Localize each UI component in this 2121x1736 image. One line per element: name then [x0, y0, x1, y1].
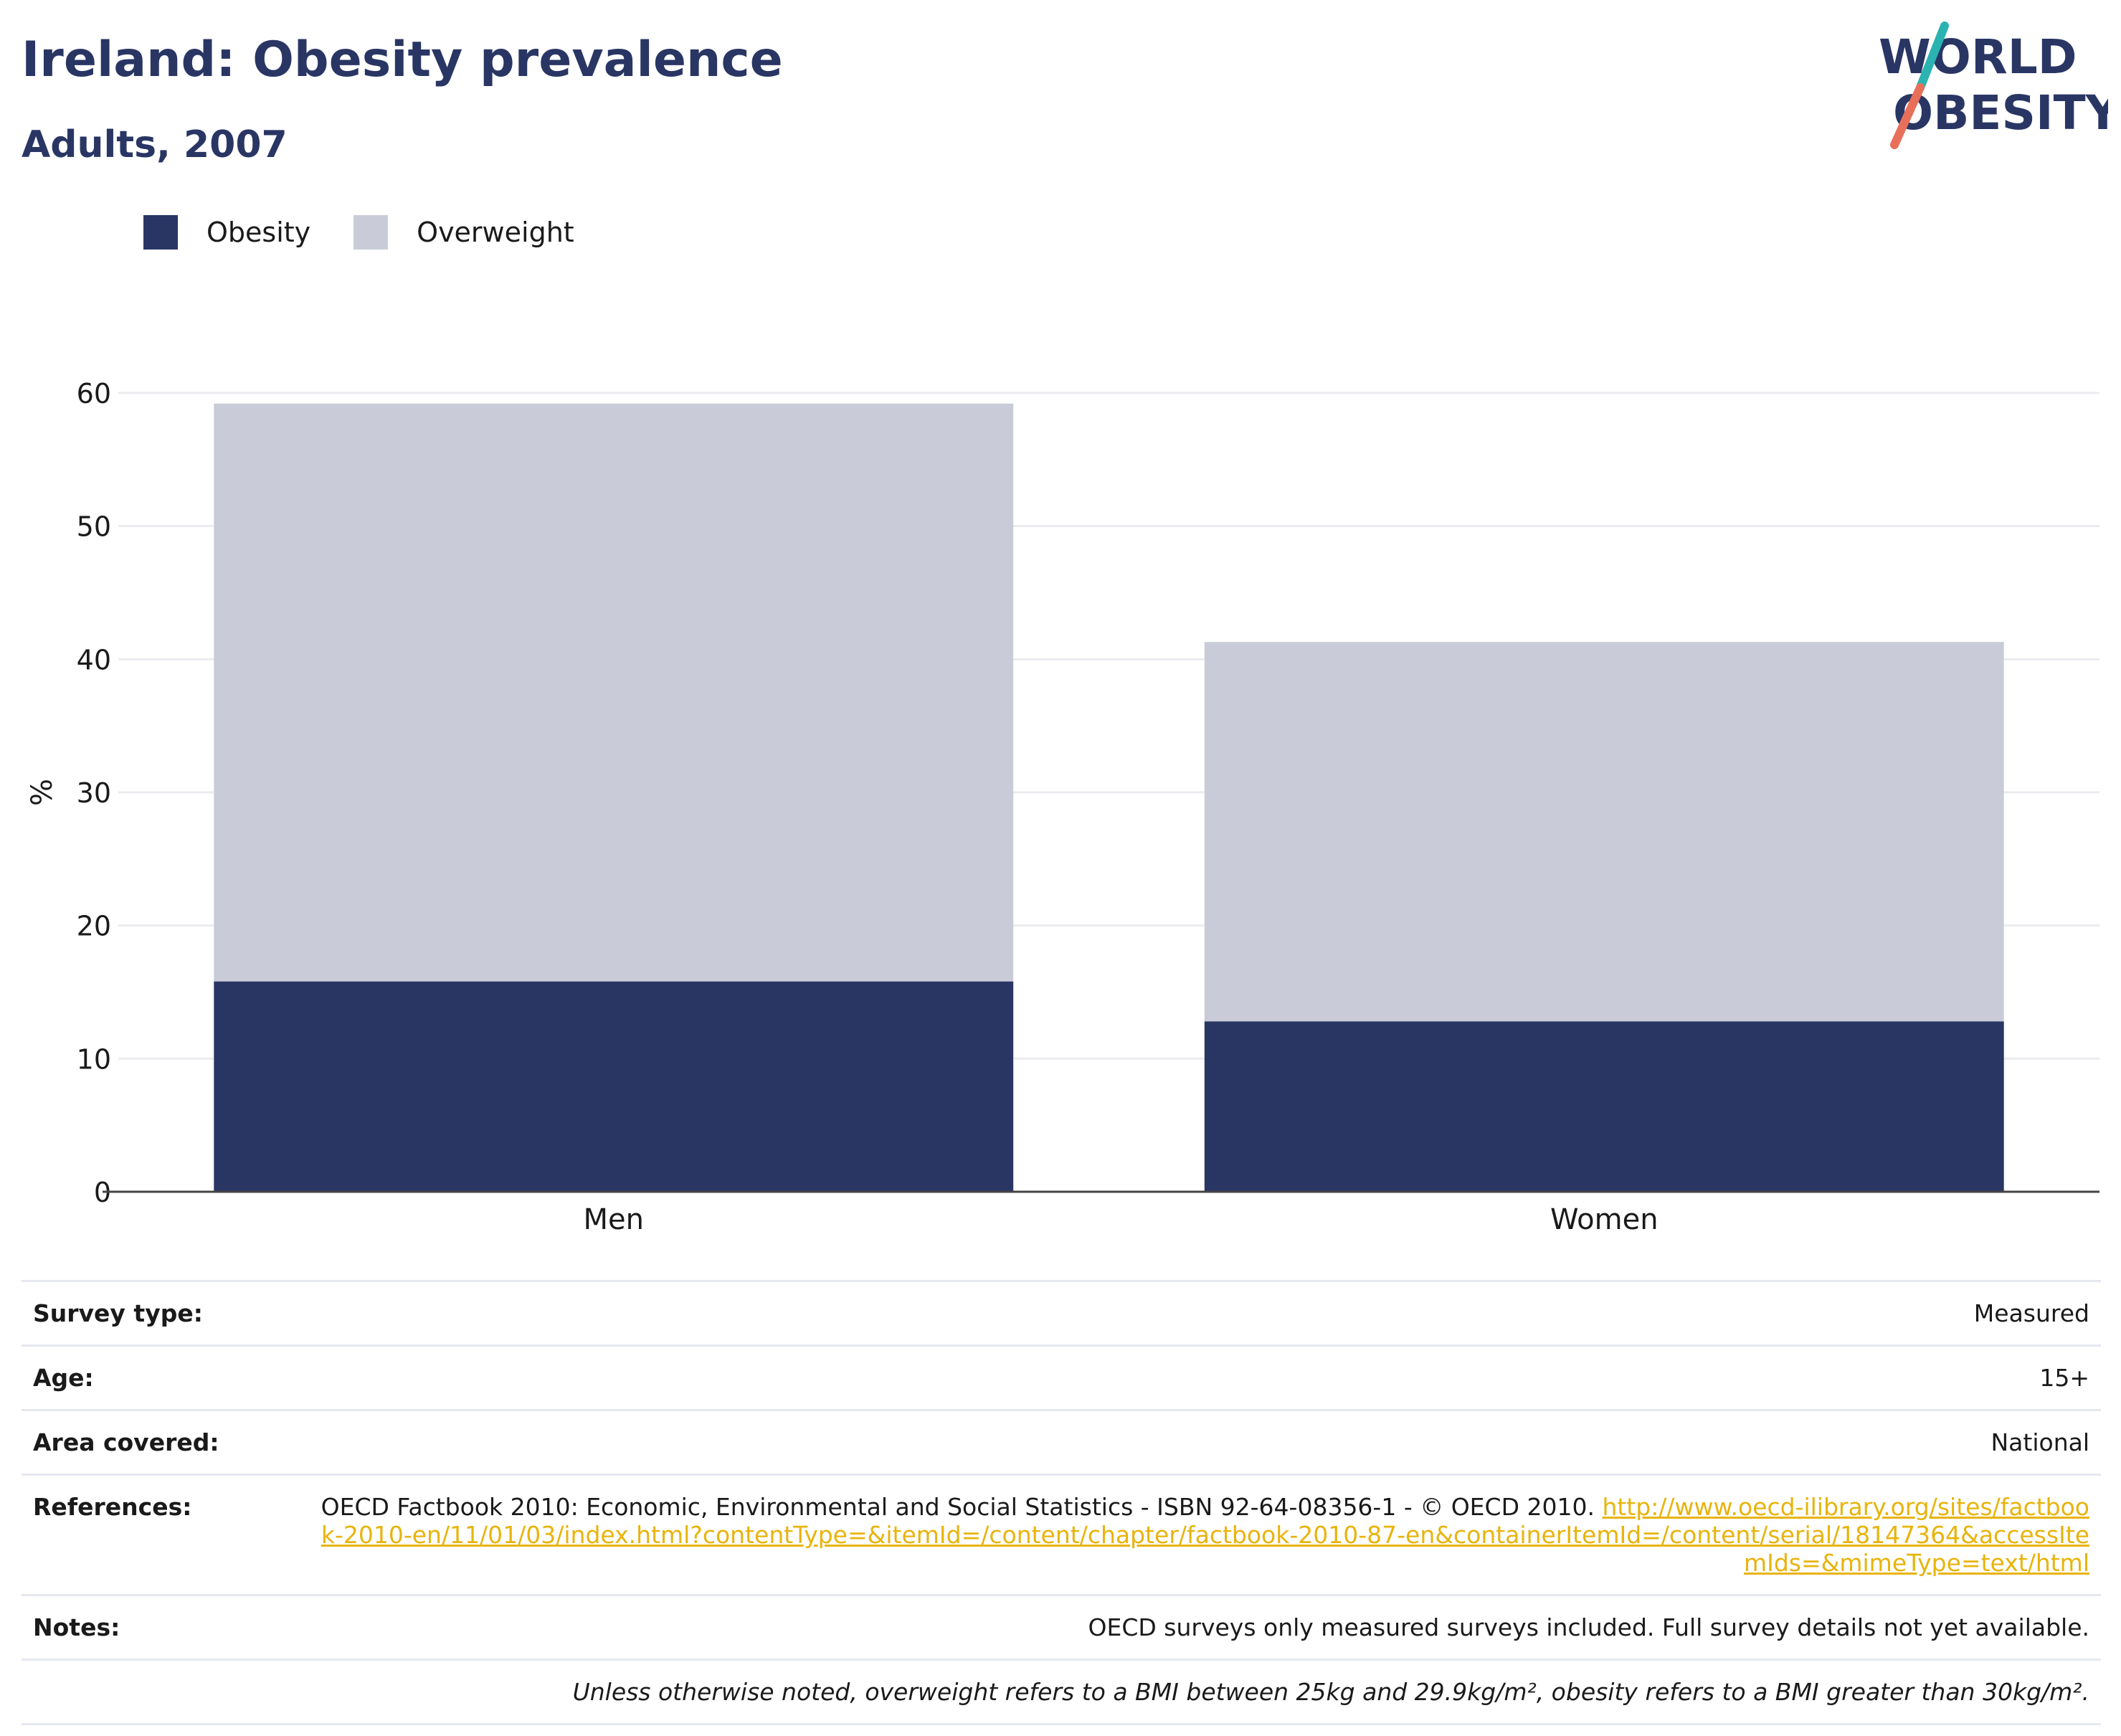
legend-swatch-overweight — [354, 215, 389, 250]
area-value: National — [303, 1409, 2101, 1475]
legend-label-obesity: Obesity — [207, 217, 311, 248]
y-tick-label: 10 — [77, 1043, 111, 1075]
y-axis-label: % — [26, 779, 59, 806]
area-label: Area covered: — [22, 1409, 303, 1475]
y-tick-label: 30 — [77, 777, 111, 809]
survey-info-table: Survey type: Measured Age: 15+ Area cove… — [22, 1280, 2101, 1725]
age-label: Age: — [22, 1344, 303, 1410]
survey-type-label: Survey type: — [22, 1280, 303, 1346]
notes-value: OECD surveys only measured surveys inclu… — [303, 1594, 2101, 1660]
legend-label-overweight: Overweight — [417, 217, 574, 248]
legend-item-overweight[interactable]: Overweight — [354, 215, 574, 250]
x-tick-label: Men — [584, 1203, 644, 1236]
survey-type-value: Measured — [303, 1280, 2101, 1346]
references-label: References: — [22, 1474, 303, 1595]
survey-type-row: Survey type: Measured — [22, 1280, 2101, 1346]
logo-slash-coral — [1890, 83, 1925, 149]
bar-obesity-men — [214, 981, 1014, 1192]
x-tick-label: Women — [1550, 1203, 1659, 1236]
bar-obesity-women — [1204, 1021, 2004, 1192]
references-text: OECD Factbook 2010: Economic, Environmen… — [321, 1493, 1603, 1521]
chart-title: Ireland: Obesity prevalence — [22, 32, 783, 88]
notes-row: Notes: OECD surveys only measured survey… — [22, 1594, 2101, 1660]
legend-swatch-obesity — [143, 215, 178, 250]
y-tick-label: 50 — [77, 511, 111, 543]
logo-slash-teal — [1916, 22, 1949, 92]
chart-legend: Obesity Overweight — [143, 214, 617, 251]
references-row: References: OECD Factbook 2010: Economic… — [22, 1474, 2101, 1595]
age-value: 15+ — [303, 1344, 2101, 1410]
area-row: Area covered: National — [22, 1409, 2101, 1475]
world-obesity-logo: WORLD OBESITY — [1879, 22, 2108, 149]
legend-item-obesity[interactable]: Obesity — [143, 215, 310, 250]
bmi-footnote: Unless otherwise noted, overweight refer… — [22, 1659, 2101, 1725]
footnote-row: Unless otherwise noted, overweight refer… — [22, 1659, 2101, 1725]
y-tick-label: 60 — [77, 378, 111, 409]
chart-subtitle: Adults, 2007 — [22, 123, 288, 166]
bar-overweight-women — [1204, 642, 2004, 1022]
bar-overweight-men — [214, 403, 1014, 982]
age-row: Age: 15+ — [22, 1344, 2101, 1410]
y-tick-label: 40 — [77, 644, 111, 675]
logo-line-2: OBESITY — [1893, 85, 2108, 141]
logo-line-1: WORLD — [1879, 29, 2077, 85]
notes-label: Notes: — [22, 1594, 303, 1660]
references-link[interactable]: http://www.oecd-ilibrary.org/sites/factb… — [321, 1493, 2089, 1577]
references-value: OECD Factbook 2010: Economic, Environmen… — [303, 1474, 2101, 1595]
y-tick-label: 20 — [77, 911, 111, 942]
